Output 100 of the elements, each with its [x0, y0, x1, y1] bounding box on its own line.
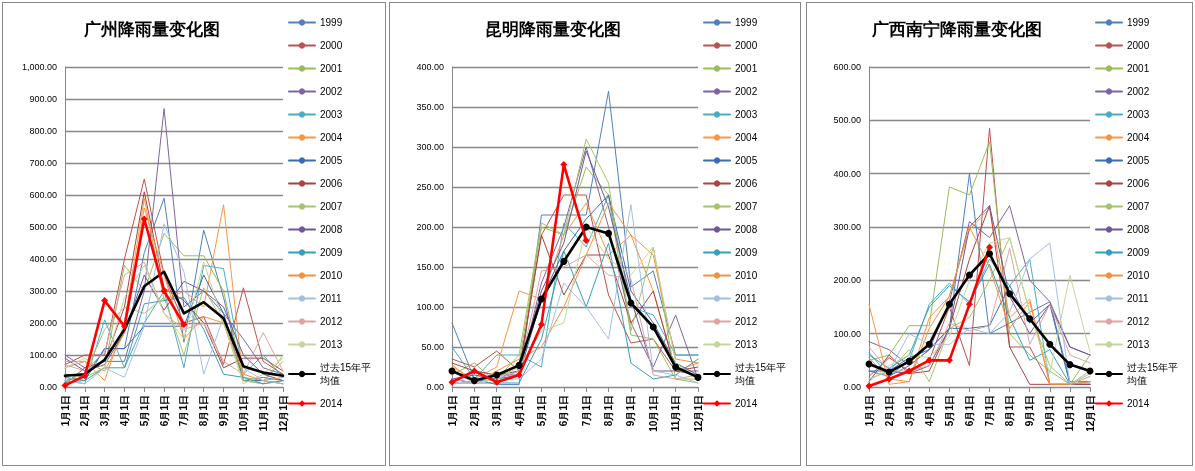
x-tick-label: 7月1日 [178, 395, 190, 427]
y-tick-label: 400.00 [416, 62, 444, 72]
x-tick-label: 1月1日 [59, 395, 71, 427]
legend-label: 2007 [1127, 201, 1150, 212]
y-tick-label: 200.00 [833, 275, 861, 286]
legend-label: 2004 [320, 132, 343, 143]
y-tick-label: 900.00 [29, 94, 57, 104]
y-tick-label: 0.00 [843, 382, 861, 392]
y-tick-label: 50.00 [421, 342, 444, 352]
legend-label: 2011 [1127, 293, 1149, 304]
x-tick-label: 8月1日 [603, 395, 615, 427]
x-tick-label: 5月1日 [535, 395, 547, 427]
legend-label: 2004 [735, 132, 758, 143]
x-tick-label: 4月1日 [513, 395, 525, 427]
x-tick-label: 10月1日 [237, 395, 249, 432]
legend-label: 2012 [320, 316, 343, 327]
legend-label: 1999 [735, 17, 758, 28]
y-tick-label: 500.00 [833, 115, 861, 126]
x-tick-label: 5月1日 [138, 395, 150, 427]
x-tick-label: 2月1日 [883, 395, 895, 427]
legend-label: 2011 [320, 293, 342, 304]
legend-label: 2010 [735, 270, 758, 281]
legend-label: 2003 [735, 109, 758, 120]
legend-label: 2010 [320, 270, 343, 281]
legend-label: 过去15年平均值 [1126, 362, 1179, 386]
legend-label: 2004 [1127, 132, 1150, 143]
x-tick-label: 12月1日 [692, 395, 704, 432]
y-tick-label: 300.00 [29, 286, 57, 296]
legend-label: 2003 [320, 109, 343, 120]
legend-label: 2012 [1127, 316, 1150, 327]
x-tick-label: 6月1日 [963, 395, 975, 427]
x-tick-label: 11月1日 [1064, 395, 1076, 432]
x-tick-label: 9月1日 [1024, 395, 1036, 427]
legend-label: 2014 [1127, 398, 1150, 409]
x-tick-label: 7月1日 [580, 395, 592, 427]
legend-label: 2009 [735, 247, 758, 258]
y-tick-label: 600.00 [833, 62, 861, 72]
x-tick-label: 10月1日 [1044, 395, 1056, 432]
x-tick-label: 3月1日 [903, 395, 915, 427]
legend-label: 2007 [320, 201, 343, 212]
y-tick-label: 100.00 [833, 328, 861, 339]
chart-title: 广西南宁降雨量变化图 [871, 18, 1042, 39]
y-tick-label: 800.00 [29, 126, 57, 136]
y-tick-label: 1,000.00 [21, 62, 57, 72]
legend-label: 2008 [735, 224, 758, 235]
y-tick-label: 300.00 [416, 142, 444, 152]
legend-label: 过去15年平均值 [319, 362, 372, 386]
legend-label: 2008 [320, 224, 343, 235]
legend-label: 2012 [735, 316, 758, 327]
x-tick-label: 5月1日 [943, 395, 955, 427]
y-tick-label: 500.00 [29, 222, 57, 232]
x-tick-label: 6月1日 [558, 395, 570, 427]
x-tick-label: 11月1日 [670, 395, 682, 432]
legend-label: 过去15年平均值 [734, 362, 787, 386]
x-tick-label: 4月1日 [923, 395, 935, 427]
legend-label: 2014 [320, 398, 343, 409]
x-tick-label: 11月1日 [257, 395, 269, 432]
legend-label: 2003 [1127, 109, 1150, 120]
legend-label: 2014 [735, 398, 758, 409]
legend-label: 2001 [1127, 63, 1150, 74]
y-tick-label: 200.00 [29, 318, 57, 328]
legend-label: 2000 [1127, 40, 1150, 51]
x-tick-label: 9月1日 [218, 395, 230, 427]
x-tick-label: 12月1日 [1084, 395, 1096, 432]
x-tick-label: 7月1日 [984, 395, 996, 427]
legend-label: 2007 [735, 201, 758, 212]
legend-label: 2000 [320, 40, 343, 51]
legend-label: 2005 [1127, 155, 1150, 166]
legend-label: 2011 [735, 293, 757, 304]
y-tick-label: 400.00 [29, 254, 57, 264]
y-tick-label: 200.00 [416, 222, 444, 232]
x-tick-label: 6月1日 [158, 395, 170, 427]
x-tick-label: 12月1日 [277, 395, 289, 432]
legend-label: 2005 [735, 155, 758, 166]
x-tick-label: 2月1日 [79, 395, 91, 427]
x-tick-label: 10月1日 [647, 395, 659, 432]
legend-label: 2010 [1127, 270, 1150, 281]
chart-title: 昆明降雨量变化图 [484, 18, 621, 39]
legend-label: 2001 [320, 63, 343, 74]
y-tick-label: 100.00 [29, 350, 57, 360]
x-tick-label: 8月1日 [198, 395, 210, 427]
legend-label: 2001 [735, 63, 758, 74]
legend-label: 2002 [735, 86, 758, 97]
legend-label: 2006 [1127, 178, 1150, 189]
legend-label: 2005 [320, 155, 343, 166]
x-tick-label: 2月1日 [468, 395, 480, 427]
chart-title: 广州降雨量变化图 [82, 18, 220, 39]
legend-label: 2000 [735, 40, 758, 51]
x-tick-label: 8月1日 [1004, 395, 1016, 427]
y-tick-label: 300.00 [833, 222, 861, 232]
y-tick-label: 0.00 [39, 382, 57, 392]
legend-label: 1999 [320, 17, 343, 28]
y-tick-label: 600.00 [29, 190, 57, 200]
x-tick-label: 1月1日 [446, 395, 458, 427]
legend-label: 1999 [1127, 17, 1150, 28]
legend-label: 2006 [320, 178, 343, 189]
legend-label: 2002 [320, 86, 343, 97]
legend-label: 2006 [735, 178, 758, 189]
legend-label: 2009 [1127, 247, 1150, 258]
legend-label: 2013 [320, 339, 343, 350]
